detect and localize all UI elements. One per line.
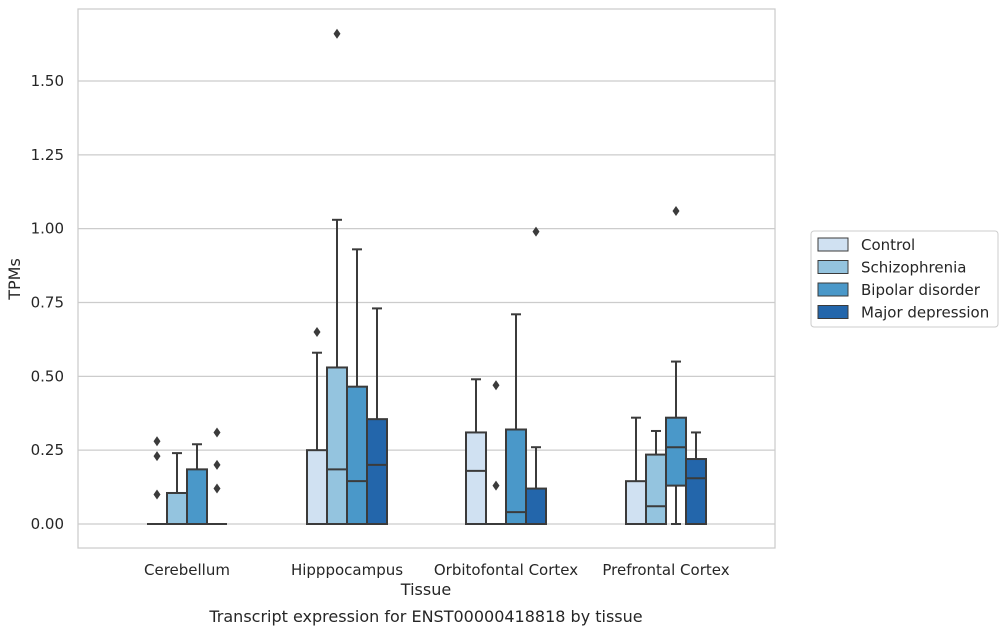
legend-label: Major depression [861, 304, 989, 322]
grid-lines [78, 80, 775, 525]
y-tick-label: 1.50 [31, 72, 64, 90]
legend-frame [810, 230, 999, 328]
y-tick-labels: 0.00 0.25 0.50 0.75 1.00 1.25 1.50 [31, 72, 64, 533]
box-iqr [525, 487, 547, 525]
x-tick-label: Prefrontal Cortex [602, 561, 729, 579]
y-tick-label: 0.75 [31, 294, 64, 312]
box-1-0 [166, 452, 188, 525]
box-iqr [166, 491, 188, 525]
y-tick-label: 0.50 [31, 367, 64, 385]
y-tick-label: 0.00 [31, 515, 64, 533]
legend-swatch [817, 237, 849, 252]
box-0-0 [147, 436, 167, 525]
y-axis-label: TPMs [5, 258, 24, 301]
legend-swatch [817, 282, 849, 297]
legend-swatch [817, 305, 849, 319]
box-2-0 [186, 443, 208, 526]
legend-label: Control [861, 236, 915, 254]
outlier-point [213, 427, 221, 438]
box-2-1 [346, 248, 368, 526]
box-0-1 [306, 327, 328, 525]
box-1-2 [486, 380, 506, 525]
box-series [147, 28, 707, 526]
box-1-3 [645, 429, 667, 526]
y-tick-label: 1.25 [31, 146, 64, 164]
outlier-point [532, 226, 540, 237]
outlier-point [213, 459, 221, 470]
x-tick-label: Cerebellum [144, 561, 230, 579]
box-iqr [465, 431, 487, 525]
x-tick-label: Hipppocampus [291, 561, 403, 579]
outlier-point [672, 205, 680, 216]
outlier-point [492, 380, 500, 391]
box-3-3 [685, 431, 707, 526]
x-tick-labels: Cerebellum Hipppocampus Orbitofontal Corte… [144, 561, 730, 579]
outlier-point [333, 28, 341, 39]
outlier-point [153, 489, 161, 500]
y-tick-label: 1.00 [31, 220, 64, 238]
box-3-2 [525, 226, 547, 525]
box-iqr [346, 385, 368, 526]
box-1-1 [326, 28, 348, 525]
box-2-3 [665, 205, 687, 525]
box-iqr [366, 418, 388, 526]
box-0-3 [625, 416, 647, 525]
x-tick-label: Orbitofontal Cortex [434, 561, 578, 579]
plot-frame [77, 8, 776, 549]
box-iqr [505, 428, 527, 526]
chart-caption: Transcript expression for ENST0000041881… [208, 607, 642, 626]
box-3-0 [207, 427, 227, 525]
box-iqr [645, 453, 667, 526]
outlier-point [313, 327, 321, 338]
box-iqr [685, 458, 707, 526]
box-iqr [186, 468, 208, 526]
box-iqr [306, 449, 328, 525]
box-0-2 [465, 378, 487, 525]
legend: Control Schizophrenia Bipolar disorder Majo… [810, 230, 999, 328]
legend-label: Bipolar disorder [861, 281, 981, 299]
outlier-point [213, 483, 221, 494]
box-3-1 [366, 307, 388, 526]
outlier-point [492, 480, 500, 491]
outlier-point [153, 451, 161, 462]
legend-label: Schizophrenia [861, 259, 966, 277]
box-2-2 [505, 313, 527, 526]
box-iqr [326, 366, 348, 525]
box-iqr [665, 416, 687, 487]
y-tick-label: 0.25 [31, 441, 64, 459]
x-axis-label: Tissue [400, 580, 451, 599]
box-iqr [625, 480, 647, 525]
outlier-point [153, 436, 161, 447]
legend-swatch [817, 260, 849, 274]
